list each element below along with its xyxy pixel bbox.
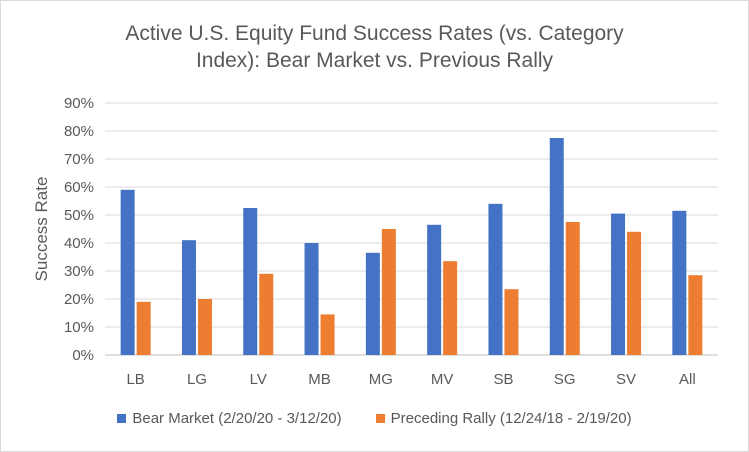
bar-preceding-rally [443,261,458,355]
bar-bear-market [243,208,258,355]
legend: Bear Market (2/20/20 - 3/12/20) Precedin… [0,410,749,427]
y-tick-label: 20% [64,291,94,308]
bar-preceding-rally [320,314,335,355]
x-tick-label: LG [187,371,207,388]
legend-label-bear-market: Bear Market (2/20/20 - 3/12/20) [132,410,342,427]
y-tick-label: 50% [64,207,94,224]
bar-bear-market [488,203,503,355]
y-tick-label: 80% [64,123,94,140]
bar-preceding-rally [259,273,274,355]
bar-bear-market [611,213,626,355]
legend-item-preceding-rally: Preceding Rally (12/24/18 - 2/19/20) [375,410,632,427]
bar-bear-market [427,224,442,355]
y-tick-label: 70% [64,151,94,168]
bar-preceding-rally [565,222,580,355]
bar-bear-market [365,252,380,355]
bar-preceding-rally [688,275,703,355]
x-tick-label: LB [126,371,144,388]
y-tick-label: 60% [64,179,94,196]
bar-bear-market [120,189,135,355]
y-axis-label: Success Rate [32,177,51,282]
legend-label-preceding-rally: Preceding Rally (12/24/18 - 2/19/20) [390,410,632,427]
bar-bear-market [181,240,196,355]
x-tick-label: MB [308,371,331,388]
y-tick-label: 30% [64,263,94,280]
bar-preceding-rally [381,229,396,355]
bar-preceding-rally [197,299,212,355]
bar-bear-market [672,210,687,355]
chart-title-line-2: Index): Bear Market vs. Previous Rally [195,49,554,72]
x-tick-label: SV [616,371,636,388]
bar-preceding-rally [627,231,642,355]
bar-preceding-rally [504,289,519,355]
y-tick-label: 40% [64,235,94,252]
x-tick-label: All [679,371,696,388]
x-tick-label: MG [369,371,393,388]
x-tick-label: SB [493,371,513,388]
chart-title-line-1: Active U.S. Equity Fund Success Rates (v… [125,22,624,45]
y-tick-label: 10% [64,319,94,336]
y-tick-label: 90% [64,95,94,112]
y-tick-label: 0% [72,347,94,364]
bar-preceding-rally [136,301,151,355]
bar-bear-market [549,138,564,355]
legend-swatch-preceding-rally [375,414,385,423]
x-tick-label: MV [431,371,454,388]
x-tick-label: SG [554,371,576,388]
bar-bear-market [304,243,319,355]
legend-item-bear-market: Bear Market (2/20/20 - 3/12/20) [117,410,342,427]
legend-swatch-bear-market [117,414,127,423]
chart-title: Active U.S. Equity Fund Success Rates (v… [0,20,749,74]
x-tick-label: LV [250,371,267,388]
